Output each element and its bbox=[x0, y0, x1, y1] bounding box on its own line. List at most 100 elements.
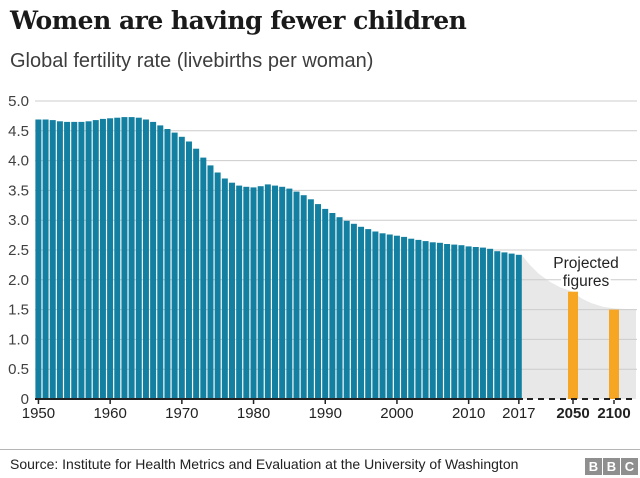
bar-2000 bbox=[393, 235, 400, 399]
y-tick-label-0.5: 0.5 bbox=[8, 361, 29, 378]
x-tick-label-2017: 2017 bbox=[502, 405, 535, 422]
bbc-logo-block-b1: B bbox=[585, 458, 602, 475]
x-tick-label-1950: 1950 bbox=[22, 405, 55, 422]
bar-1956 bbox=[78, 121, 85, 400]
bar-1999 bbox=[386, 234, 393, 399]
bar-1957 bbox=[85, 121, 92, 400]
bar-1979 bbox=[243, 186, 250, 399]
x-tick-label-1980: 1980 bbox=[237, 405, 270, 422]
bar-1960 bbox=[107, 118, 114, 400]
bar-2015 bbox=[501, 252, 508, 399]
bar-1997 bbox=[372, 231, 379, 399]
bar-1950 bbox=[35, 119, 42, 399]
bar-2011 bbox=[472, 247, 479, 399]
bar-1994 bbox=[350, 223, 357, 399]
bar-1954 bbox=[64, 121, 71, 400]
x-tick-label-1960: 1960 bbox=[93, 405, 126, 422]
projected-bar-2050 bbox=[568, 291, 578, 399]
bar-1972 bbox=[193, 148, 200, 399]
y-tick-label-5.0: 5.0 bbox=[8, 93, 29, 110]
bar-1968 bbox=[164, 129, 171, 399]
bar-2005 bbox=[429, 242, 436, 399]
projected-figures-label-line2: figures bbox=[563, 273, 610, 290]
y-tick-label-3.5: 3.5 bbox=[8, 182, 29, 199]
bar-2012 bbox=[479, 247, 486, 399]
bbc-logo-block-b2: B bbox=[603, 458, 620, 475]
bbc-logo-block-c: C bbox=[621, 458, 638, 475]
x-tick-label-2010: 2010 bbox=[452, 405, 485, 422]
bar-1963 bbox=[128, 117, 135, 399]
bar-1984 bbox=[279, 186, 286, 399]
x-tick-label-1970: 1970 bbox=[165, 405, 198, 422]
bar-1987 bbox=[300, 195, 307, 399]
bar-2006 bbox=[436, 242, 443, 399]
bar-1986 bbox=[293, 191, 300, 399]
bar-1991 bbox=[329, 213, 336, 399]
bar-1971 bbox=[185, 141, 192, 399]
bar-2013 bbox=[487, 248, 494, 399]
bar-1992 bbox=[336, 217, 343, 399]
bar-1967 bbox=[157, 125, 164, 400]
bar-1976 bbox=[221, 178, 228, 399]
bar-1980 bbox=[250, 187, 257, 399]
projected-bar-2100 bbox=[609, 309, 619, 399]
x-tick-label-1990: 1990 bbox=[309, 405, 342, 422]
bar-1998 bbox=[379, 233, 386, 399]
bar-1996 bbox=[365, 229, 372, 399]
bar-1961 bbox=[114, 117, 121, 399]
bar-1995 bbox=[358, 226, 365, 399]
bar-1981 bbox=[257, 186, 264, 399]
bar-1973 bbox=[200, 157, 207, 399]
bar-1969 bbox=[171, 132, 178, 399]
bar-1978 bbox=[236, 185, 243, 399]
bar-1952 bbox=[49, 120, 56, 399]
bar-2001 bbox=[401, 236, 408, 399]
bar-1993 bbox=[343, 220, 350, 399]
bar-2003 bbox=[415, 239, 422, 399]
bar-1990 bbox=[322, 208, 329, 399]
bar-2004 bbox=[422, 241, 429, 399]
bar-1959 bbox=[99, 118, 106, 400]
bar-2009 bbox=[458, 245, 465, 399]
y-tick-label-4.5: 4.5 bbox=[8, 123, 29, 140]
bar-1982 bbox=[264, 184, 271, 399]
x-tick-label-2100: 2100 bbox=[597, 405, 630, 422]
bar-1951 bbox=[42, 119, 49, 399]
bar-1974 bbox=[207, 165, 214, 399]
bar-1975 bbox=[214, 172, 221, 399]
bar-1964 bbox=[135, 117, 142, 399]
y-tick-label-2.0: 2.0 bbox=[8, 272, 29, 289]
bar-1955 bbox=[71, 121, 78, 400]
bar-2008 bbox=[451, 244, 458, 399]
bar-1985 bbox=[286, 188, 293, 399]
y-tick-label-0: 0 bbox=[21, 391, 29, 408]
y-tick-label-1.5: 1.5 bbox=[8, 302, 29, 319]
y-tick-label-3.0: 3.0 bbox=[8, 212, 29, 229]
x-tick-label-2000: 2000 bbox=[380, 405, 413, 422]
projected-figures-label-line1: Projected bbox=[553, 255, 618, 272]
bar-1958 bbox=[92, 120, 99, 399]
bar-1965 bbox=[142, 119, 149, 399]
y-tick-label-4.0: 4.0 bbox=[8, 153, 29, 170]
projected-area bbox=[521, 254, 636, 399]
source-text: Source: Institute for Health Metrics and… bbox=[10, 456, 519, 472]
y-tick-label-1.0: 1.0 bbox=[8, 331, 29, 348]
page-title: Women are having fewer children bbox=[10, 6, 467, 35]
bar-1966 bbox=[150, 121, 157, 400]
bar-2010 bbox=[465, 246, 472, 399]
bar-1989 bbox=[315, 204, 322, 399]
footer-divider bbox=[0, 449, 640, 450]
bar-2016 bbox=[508, 253, 515, 399]
bar-2014 bbox=[494, 251, 501, 399]
bar-1953 bbox=[56, 121, 63, 400]
y-tick-label-2.5: 2.5 bbox=[8, 242, 29, 259]
bar-1988 bbox=[307, 199, 314, 399]
bar-2007 bbox=[444, 244, 451, 399]
bar-2002 bbox=[408, 238, 415, 399]
x-tick-label-2050: 2050 bbox=[556, 405, 589, 422]
bbc-logo: B B C bbox=[585, 458, 638, 475]
chart-subtitle: Global fertility rate (livebirths per wo… bbox=[10, 50, 374, 72]
bar-1983 bbox=[272, 185, 279, 399]
